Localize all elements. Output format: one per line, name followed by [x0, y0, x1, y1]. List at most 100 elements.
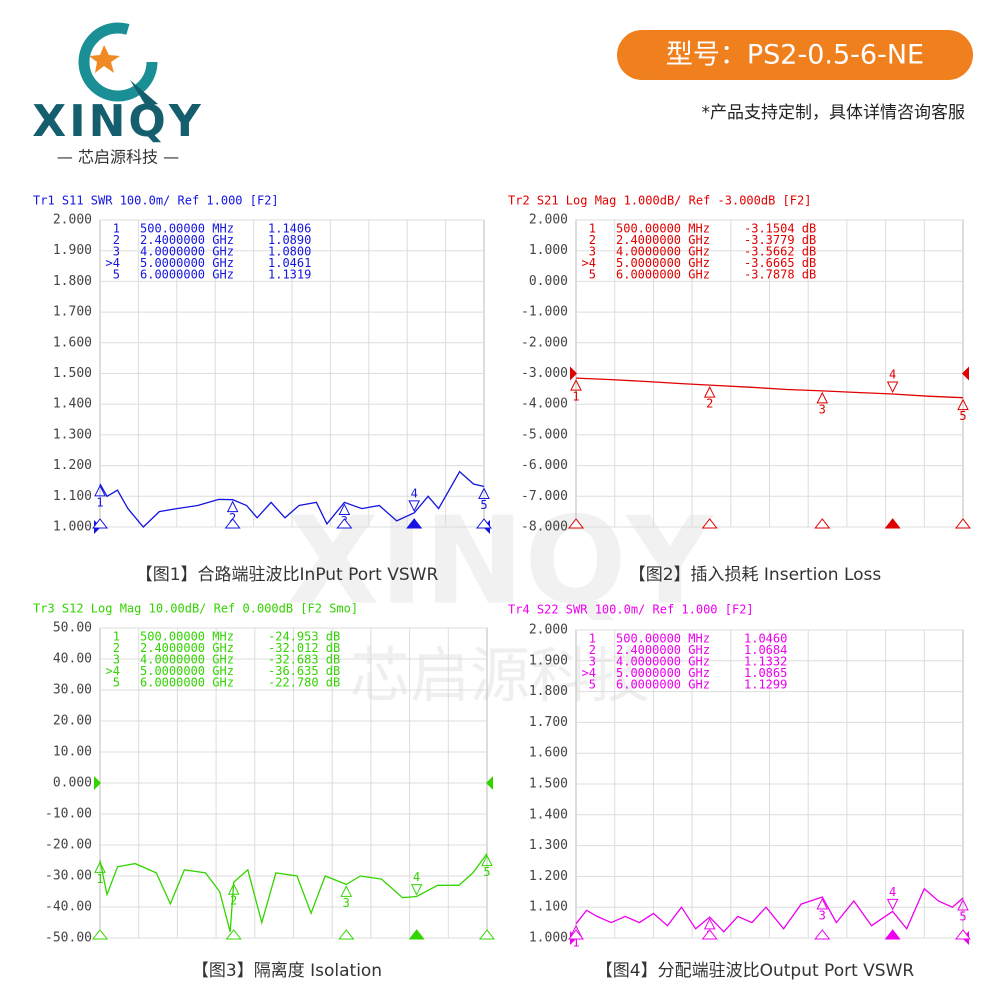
y-tick-label: 30.00	[53, 683, 92, 698]
marker-value: 1.1299	[744, 678, 787, 692]
marker	[816, 391, 829, 404]
marker-value: -3.1504 dB	[744, 222, 816, 236]
marker-name: 5	[113, 268, 120, 282]
y-tick-label: 1.200	[53, 458, 92, 473]
marker-value: 1.0684	[744, 643, 787, 657]
y-tick-label: 50.00	[53, 621, 92, 636]
marker-value: 1.0461	[268, 256, 311, 270]
logo-star	[89, 45, 120, 73]
marker-freq: 500.00000 MHz	[140, 630, 234, 644]
marker-id: 3	[819, 402, 826, 416]
marker-freq: 2.4000000 GHz	[616, 233, 710, 247]
stimulus-marker	[406, 518, 423, 529]
marker-value: -32.012 dB	[268, 641, 340, 655]
y-tick-label: 1.000	[529, 931, 568, 946]
y-tick-label: 1.600	[529, 746, 568, 761]
chart-title: Tr3 S12 Log Mag 10.00dB/ Ref 0.000dB [F2…	[33, 602, 358, 616]
chart-title: Tr4 S22 SWR 100.0m/ Ref 1.000 [F2]	[508, 603, 754, 617]
marker-value: -32.683 dB	[268, 653, 340, 667]
marker-freq: 500.00000 MHz	[616, 632, 710, 646]
y-tick-label: 1.300	[53, 427, 92, 442]
y-tick-label: 1.500	[53, 366, 92, 381]
stimulus-marker	[884, 929, 901, 940]
y-tick-label: -40.00	[45, 900, 92, 915]
chart-caption: 【图1】合路端驻波比InPut Port VSWR	[136, 565, 439, 585]
marker-id: 3	[343, 896, 350, 910]
marker-id: 4	[413, 870, 420, 884]
y-tick-label: -10.00	[45, 807, 92, 822]
chart-title: Tr2 S21 Log Mag 1.000dB/ Ref -3.000dB [F…	[508, 194, 811, 208]
marker-id: 1	[96, 495, 103, 509]
stimulus-marker	[954, 518, 972, 529]
stimulus-marker	[701, 929, 718, 940]
marker-value: 1.0460	[744, 632, 787, 646]
y-tick-label: -8.000	[521, 520, 568, 535]
y-tick-label: 1.800	[529, 684, 568, 699]
y-tick-label: -5.000	[521, 427, 568, 442]
marker-id: 5	[480, 498, 487, 512]
stimulus-marker	[336, 518, 353, 529]
y-tick-label: 1.700	[529, 715, 568, 730]
marker	[570, 378, 582, 391]
marker-freq: 4.0000000 GHz	[616, 245, 710, 259]
marker-name: 3	[113, 653, 120, 667]
marker-name: 1	[589, 632, 596, 646]
marker-name: 5	[589, 268, 596, 282]
stimulus-marker	[701, 518, 718, 529]
marker-freq: 500.00000 MHz	[616, 222, 710, 236]
y-tick-label: 1.000	[53, 520, 92, 535]
y-tick-label: 1.900	[53, 243, 92, 258]
marker-value: -3.7878 dB	[744, 268, 816, 282]
chart-title: Tr1 S11 SWR 100.0m/ Ref 1.000 [F2]	[33, 194, 279, 208]
marker	[340, 885, 353, 897]
marker-value: -24.953 dB	[268, 630, 340, 644]
marker-name: 3	[589, 655, 596, 669]
marker-name: 1	[589, 222, 596, 236]
logo	[78, 22, 158, 106]
y-tick-label: -50.00	[45, 931, 92, 946]
marker-name: 1	[113, 222, 120, 236]
marker-name: 2	[589, 643, 596, 657]
marker-value: 1.0865	[744, 666, 787, 680]
marker	[94, 484, 106, 497]
stimulus-marker	[884, 518, 901, 529]
marker-freq: 4.0000000 GHz	[140, 653, 234, 667]
marker-value: 1.1332	[744, 655, 787, 669]
marker-value: -3.3779 dB	[744, 233, 816, 247]
y-tick-label: 1.900	[529, 653, 568, 668]
y-tick-label: 1.100	[529, 900, 568, 915]
stimulus-marker	[475, 518, 493, 529]
y-tick-label: -1.000	[521, 305, 568, 320]
y-tick-label: 2.000	[529, 213, 568, 228]
y-tick-label: 1.000	[529, 243, 568, 258]
marker-name: 3	[113, 245, 120, 259]
marker-value: -22.780 dB	[268, 676, 340, 690]
marker-id: 5	[483, 865, 490, 879]
marker-freq: 5.0000000 GHz	[616, 666, 710, 680]
stimulus-marker	[478, 929, 496, 940]
marker-name: >4	[106, 664, 120, 678]
marker-id: 4	[889, 367, 896, 381]
marker-name: >4	[582, 256, 596, 270]
marker-value: 1.1406	[268, 222, 311, 236]
marker-name: 5	[113, 676, 120, 690]
ref-left	[94, 776, 101, 790]
company: — 芯启源科技 —	[57, 148, 179, 167]
chart-caption: 【图3】隔离度 Isolation	[192, 961, 382, 981]
model-pill	[617, 30, 973, 80]
stimulus-marker	[91, 518, 109, 529]
model: 型号：PS2-0.5-6-NE	[666, 40, 924, 71]
marker	[410, 884, 423, 896]
stimulus-marker	[224, 518, 241, 529]
trace	[99, 470, 485, 528]
marker-id: 5	[959, 909, 966, 923]
stimulus-marker	[91, 929, 109, 940]
logo-ring	[78, 22, 158, 102]
chart-caption: 【图4】分配端驻波比Output Port VSWR	[596, 961, 915, 981]
marker-id: 4	[889, 885, 896, 899]
y-tick-label: 1.100	[53, 489, 92, 504]
marker	[481, 854, 493, 867]
marker-freq: 2.4000000 GHz	[140, 233, 234, 247]
